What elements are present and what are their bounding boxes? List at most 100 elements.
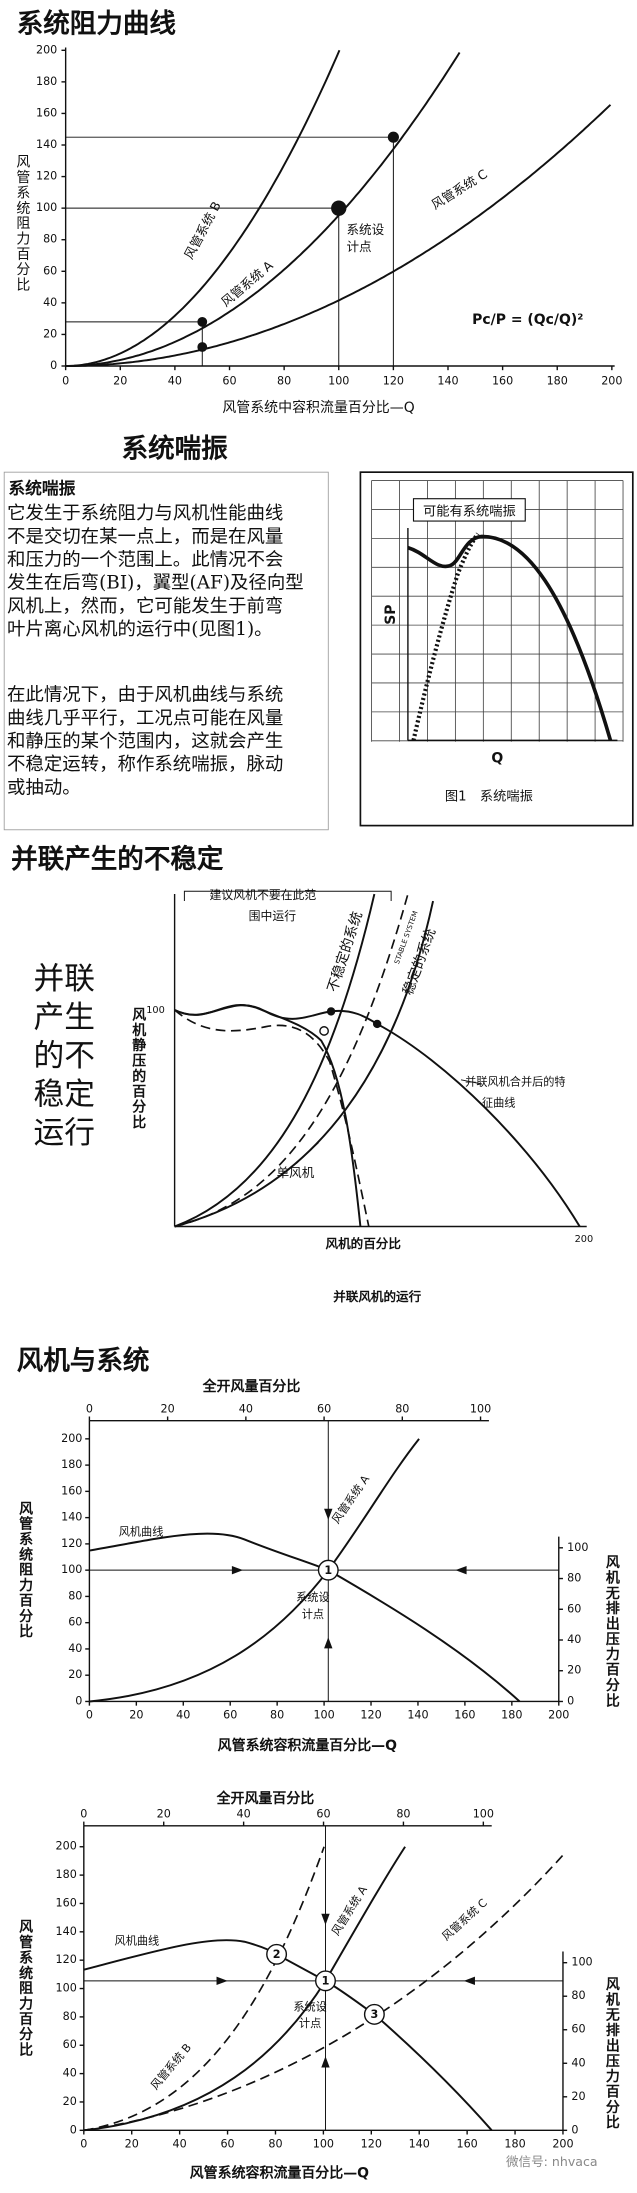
system-curve-b: [83, 1846, 325, 2132]
y2-tick-label: 0: [571, 2123, 578, 2136]
x-tick-label: 40: [168, 374, 182, 387]
y2-axis-label: 风机无排出压力百分比: [604, 1555, 621, 1709]
combined-curve: [174, 1004, 581, 1228]
warning: 围中运行: [249, 909, 297, 923]
point-2: [266, 1943, 288, 1965]
top-tick-label: 80: [395, 1403, 409, 1416]
y-tick-label: 140: [61, 1511, 82, 1524]
y2-tick-label: 100: [567, 1541, 588, 1554]
x-tick-label: 200: [575, 1234, 594, 1245]
y-tick-label: 120: [61, 1537, 82, 1550]
y-tick-label: 200: [56, 1840, 77, 1853]
top-tick-label: 0: [86, 1403, 93, 1416]
y-axis-label: 风管系统阻力百分比: [14, 154, 30, 292]
top-tick-label: 60: [317, 1403, 331, 1416]
system-label: 风管系统 A: [328, 1883, 370, 1938]
stable-system-curve: [174, 900, 435, 1228]
surge-section: 系统喘振 系统喘振 它发生于系统阻力与风机性能曲线不是交切在某一点上，而是在风量…: [3, 433, 634, 831]
x-tick-label: 60: [223, 1708, 237, 1721]
x-tick-label: 80: [268, 2137, 282, 2150]
x-tick-label: 40: [173, 2137, 187, 2150]
fan-curve-label: 风机曲线: [119, 1524, 164, 1538]
x-tick-label: 180: [504, 2137, 525, 2150]
point-label: 2: [273, 1948, 281, 1961]
y-tick-label: 20: [43, 327, 57, 340]
y-tick-label: 140: [36, 138, 57, 151]
x-tick-label: 20: [125, 2137, 139, 2150]
x-tick-label: 160: [492, 374, 513, 387]
point-3: [363, 2003, 385, 2025]
side-text: 稳定: [34, 1076, 95, 1112]
section-title: 风机与系统: [17, 1346, 150, 1377]
point-label: 1: [322, 1975, 330, 1988]
top-tick-label: 60: [316, 1808, 330, 1821]
x-tick-label: 40: [176, 1708, 190, 1721]
side-text: 的不: [34, 1038, 95, 1074]
curve-label: 风管系统 C: [429, 166, 491, 212]
y2-tick-label: 60: [567, 1602, 581, 1615]
system-curves: [65, 49, 612, 367]
x-axis-label: 风管系统中容积流量百分比—Q: [222, 399, 414, 416]
formula: Pc/P = (Qc/Q)²: [472, 312, 583, 328]
fan-curve-label: 风机曲线: [115, 1934, 160, 1948]
warning: 建议风机不要在此范: [210, 888, 317, 902]
y2-tick-label: 40: [571, 2056, 585, 2069]
paragraph-line: 或抽动。: [7, 777, 81, 798]
y-tick-label: 40: [43, 296, 57, 309]
y-tick-label: 180: [61, 1458, 82, 1471]
y-tick-label: 200: [61, 1432, 82, 1445]
y-tick-label: 0: [70, 2123, 77, 2136]
system-curve: [65, 49, 341, 367]
y-tick-label: 100: [146, 1005, 165, 1016]
system-curve: [174, 893, 409, 1228]
top-tick-label: 0: [80, 1808, 87, 1821]
top-tick-label: 20: [161, 1403, 175, 1416]
x-tick-label: 140: [437, 374, 458, 387]
top-tick-label: 100: [470, 1403, 491, 1416]
x-tick-label: 100: [313, 2137, 334, 2150]
x-tick-label: 200: [548, 1708, 569, 1721]
system-curve: [89, 1438, 420, 1703]
y-tick-label: 20: [63, 2095, 77, 2108]
side-text: 运行: [34, 1115, 95, 1151]
y-tick-label: 20: [68, 1668, 82, 1681]
y-tick-label: 80: [43, 233, 57, 246]
y-tick-label: 40: [63, 2067, 77, 2080]
fan-curve: [83, 1939, 493, 2131]
single-fan-curve: [174, 1009, 370, 1227]
x-tick-label: 60: [220, 2137, 234, 2150]
figure-box: [359, 471, 634, 827]
point: [387, 131, 399, 143]
system-curve: [65, 104, 612, 367]
x-tick-label: 100: [313, 1708, 334, 1721]
x-tick-label: 80: [270, 1708, 284, 1721]
y2-tick-label: 100: [571, 1956, 592, 1969]
x-axis-label: 风管系统容积流量百分比—Q: [190, 2165, 369, 2182]
x-axis-label: 风管系统容积流量百分比—Q: [218, 1737, 397, 1754]
y-tick-label: 180: [36, 75, 57, 88]
paragraph-line: 在此情况下，由于风机曲线与系统: [7, 685, 283, 706]
y-tick-label: 0: [75, 1694, 82, 1707]
y-tick-label: 0: [50, 359, 57, 372]
x-tick-label: 180: [501, 1708, 522, 1721]
x-tick-label: 120: [360, 1708, 381, 1721]
y-axis-label: 风管系统阻力百分比: [17, 1501, 33, 1639]
side-text: 并联: [34, 961, 95, 997]
top-tick-label: 40: [239, 1403, 253, 1416]
point-label: 1: [324, 1564, 332, 1577]
x-tick-label: 120: [383, 374, 404, 387]
design-point: [331, 200, 347, 216]
design-point-label: 计点: [302, 1608, 324, 1621]
caption: 并联风机的运行: [333, 1289, 421, 1304]
fan-curve: [407, 534, 613, 741]
design-point-label: 计点: [299, 2017, 321, 2030]
fan-system-section-2: 2 1 3 风机曲线 风管系统 A 风管系统 B 风管系统 C 系统设 计点 微…: [17, 1790, 621, 2181]
watermark: 微信号: nhvaca: [506, 2154, 598, 2169]
paragraph-line: 曲线几乎平行，工况点可能在风量: [7, 708, 283, 729]
text-box: [3, 471, 329, 831]
x-tick-label: 20: [129, 1708, 143, 1721]
y2-tick-label: 80: [571, 1989, 585, 2002]
paragraphs: 它发生于系统阻力与风机性能曲线不是交切在某一点上，而是在风量和压力的一个范围上。…: [7, 503, 304, 798]
